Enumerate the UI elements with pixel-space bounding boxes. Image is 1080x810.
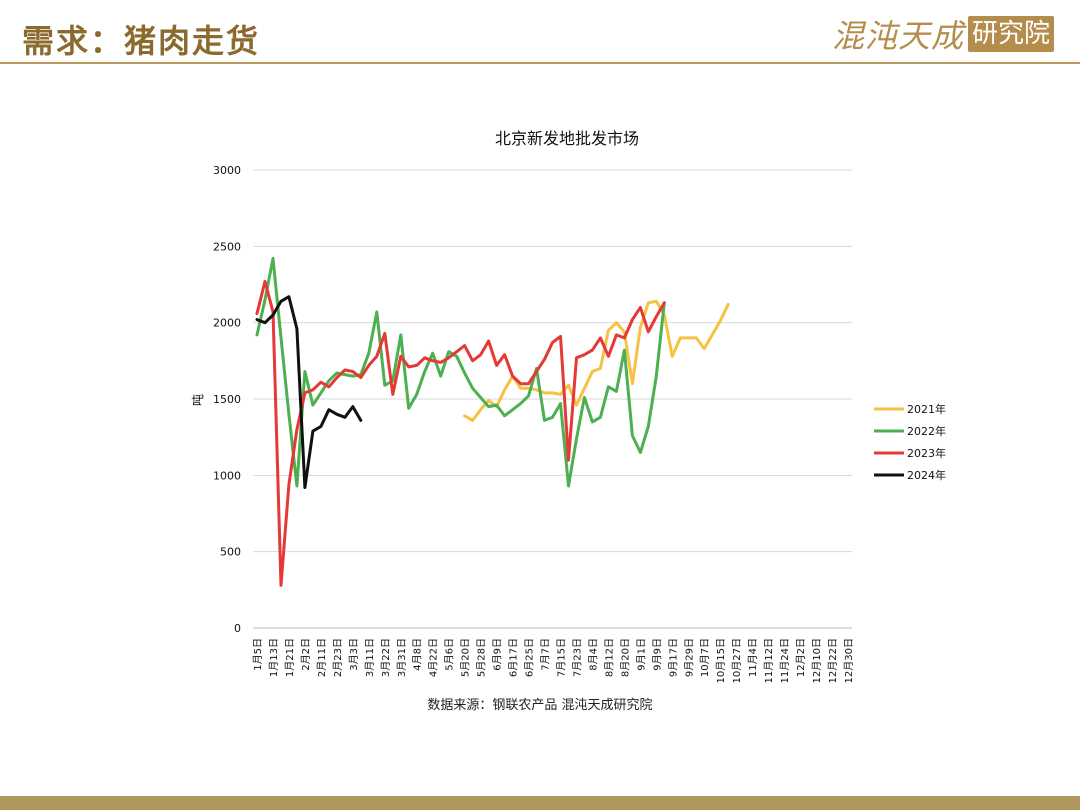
y-tick-label: 1500 — [213, 393, 241, 406]
x-tick-label: 8月12日 — [603, 638, 615, 677]
x-tick-label: 9月29日 — [683, 638, 695, 677]
line-chart: 0 500 1000 1500 2000 2500 3000 1月5日 1月13日 1月21日 2… — [191, 129, 946, 683]
x-tick-label: 1月13日 — [268, 638, 280, 677]
y-axis-ticks: 0 500 1000 1500 2000 2500 3000 — [213, 164, 241, 635]
legend-item: 2023年 — [874, 446, 946, 460]
chart-legend: 2021年 2022年 2023年 2024年 — [874, 402, 946, 482]
y-tick-label: 500 — [220, 546, 241, 559]
x-tick-label: 11月12日 — [763, 638, 775, 683]
x-tick-label: 11月4日 — [747, 638, 759, 677]
x-tick-label: 2月2日 — [300, 638, 312, 671]
x-tick-label: 5月28日 — [476, 638, 488, 677]
x-tick-label: 3月22日 — [380, 638, 392, 677]
y-tick-label: 2500 — [213, 240, 241, 253]
series-line-2024年 — [255, 295, 363, 489]
y-tick-label: 0 — [234, 622, 241, 635]
y-axis-label: 吨 — [191, 394, 205, 406]
series-line-2021年 — [463, 299, 730, 422]
footer-bar — [0, 796, 1080, 810]
x-tick-label: 9月9日 — [651, 638, 663, 671]
x-tick-label: 2月11日 — [316, 638, 328, 677]
x-tick-label: 1月21日 — [284, 638, 296, 677]
x-axis-ticks: 1月5日 1月13日 1月21日 2月2日 2月11日 2月23日 3月3日 3月11日 3月2… — [252, 638, 855, 683]
x-tick-label: 5月20日 — [460, 638, 472, 677]
x-tick-label: 12月22日 — [827, 638, 839, 683]
x-tick-label: 4月22日 — [428, 638, 440, 677]
legend-label: 2022年 — [907, 424, 946, 438]
x-tick-label: 6月9日 — [492, 638, 504, 671]
x-tick-label: 12月30日 — [843, 638, 855, 683]
header-divider — [0, 62, 1080, 64]
x-tick-label: 3月3日 — [348, 638, 360, 671]
x-tick-label: 6月17日 — [508, 638, 520, 677]
x-tick-label: 12月2日 — [795, 638, 807, 677]
logo-box-text: 研究院 — [967, 16, 1054, 52]
chart-title: 北京新发地批发市场 — [495, 129, 639, 148]
logo-script-text: 混沌天成 — [831, 17, 964, 55]
y-tick-label: 3000 — [213, 164, 241, 177]
legend-label: 2021年 — [907, 402, 946, 416]
x-tick-label: 2月23日 — [332, 638, 344, 677]
series-line-2022年 — [255, 257, 666, 488]
x-tick-label: 11月24日 — [779, 638, 791, 683]
legend-label: 2024年 — [907, 468, 946, 482]
legend-item: 2021年 — [874, 402, 946, 416]
x-tick-label: 7月7日 — [540, 638, 552, 671]
x-tick-label: 10月15日 — [715, 638, 727, 683]
company-logo: 混沌天成 研究院 — [831, 14, 1054, 55]
data-source-note: 数据来源：钢联农产品 混沌天成研究院 — [427, 698, 653, 713]
y-tick-label: 2000 — [213, 317, 241, 330]
chart-series — [255, 257, 730, 587]
x-tick-label: 7月15日 — [555, 638, 567, 677]
x-tick-label: 3月11日 — [364, 638, 376, 677]
legend-item: 2022年 — [874, 424, 946, 438]
x-tick-label: 8月20日 — [619, 638, 631, 677]
y-tick-label: 1000 — [213, 469, 241, 482]
x-tick-label: 10月7日 — [699, 638, 711, 677]
legend-label: 2023年 — [907, 446, 946, 460]
x-tick-label: 3月31日 — [396, 638, 408, 677]
x-tick-label: 10月27日 — [731, 638, 743, 683]
x-tick-label: 9月17日 — [667, 638, 679, 677]
x-tick-label: 1月5日 — [252, 638, 264, 671]
x-tick-label: 7月23日 — [571, 638, 583, 677]
chart-grid — [253, 169, 852, 629]
series-line-2023年 — [255, 279, 666, 587]
x-tick-label: 9月1日 — [635, 638, 647, 671]
x-tick-label: 12月10日 — [811, 638, 823, 683]
x-tick-label: 8月4日 — [587, 638, 599, 671]
legend-item: 2024年 — [874, 468, 946, 482]
x-tick-label: 6月25日 — [524, 638, 536, 677]
x-tick-label: 5月6日 — [444, 638, 456, 671]
page-title: 需求：猪肉走货 — [22, 22, 261, 60]
x-tick-label: 4月8日 — [412, 638, 424, 671]
